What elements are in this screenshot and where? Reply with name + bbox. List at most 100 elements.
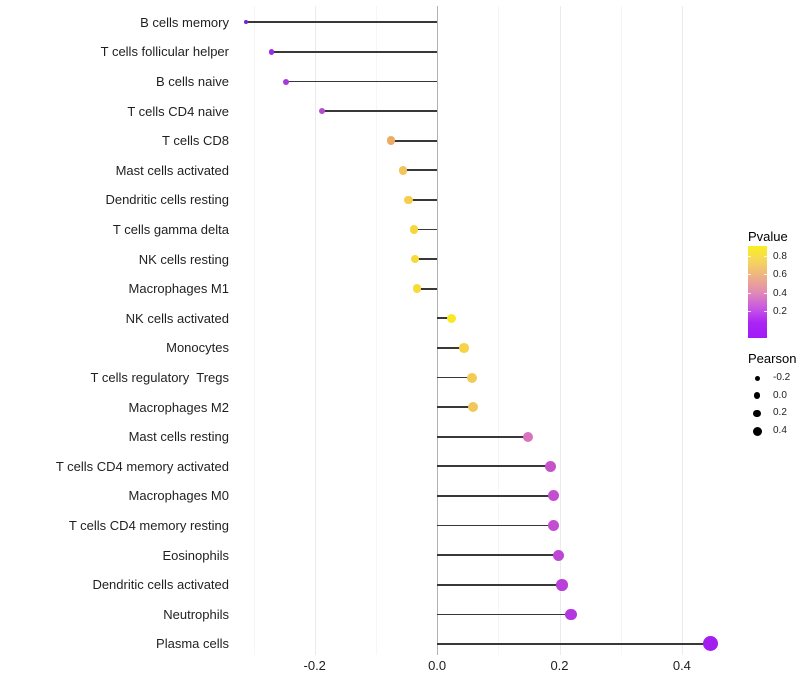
pvalue-tick-label: 0.2 bbox=[773, 305, 787, 317]
y-axis-label: T cells follicular helper bbox=[100, 44, 229, 60]
row-stem bbox=[391, 139, 438, 142]
row-dot bbox=[412, 284, 422, 293]
colorbar-tick-mark bbox=[748, 292, 751, 294]
colorbar-tick-mark bbox=[764, 274, 767, 276]
y-axis-label: NK cells resting bbox=[138, 251, 229, 267]
row-dot bbox=[409, 225, 419, 234]
y-axis-label: T cells CD8 bbox=[162, 133, 229, 149]
y-axis-label: Mast cells resting bbox=[128, 429, 229, 445]
gridline-minor bbox=[620, 6, 622, 655]
row-dot bbox=[548, 490, 560, 502]
row-stem bbox=[437, 554, 559, 556]
y-axis-label: T cells CD4 memory resting bbox=[68, 518, 229, 534]
y-axis-label: Neutrophils bbox=[163, 606, 229, 622]
row-dot bbox=[459, 343, 469, 353]
row-dot bbox=[702, 636, 718, 652]
row-dot bbox=[552, 549, 564, 561]
gridline-minor bbox=[375, 6, 377, 655]
plot-panel bbox=[237, 6, 718, 655]
colorbar-tick-mark bbox=[764, 310, 767, 312]
row-stem bbox=[437, 317, 452, 320]
row-stem bbox=[285, 80, 438, 83]
row-stem bbox=[437, 495, 554, 497]
row-dot bbox=[398, 166, 408, 175]
row-dot bbox=[468, 402, 479, 413]
x-tick-label: 0.2 bbox=[550, 658, 569, 673]
row-dot bbox=[447, 313, 457, 323]
row-dot bbox=[410, 254, 420, 264]
pearson-size-dot bbox=[752, 426, 762, 436]
y-axis-label: B cells memory bbox=[140, 14, 229, 30]
row-stem bbox=[437, 613, 572, 616]
row-dot bbox=[565, 608, 577, 621]
gridline-major bbox=[314, 6, 316, 655]
pvalue-tick-label: 0.6 bbox=[773, 269, 787, 281]
legend: Pvalue Pearson 0.8 0.6 0.4 0.2 -0.2 0.0 0.2 0.4 bbox=[700, 0, 800, 700]
pearson-size-dot bbox=[753, 392, 761, 399]
y-axis-label: Macrophages M2 bbox=[128, 399, 229, 415]
gridline-major bbox=[559, 6, 561, 655]
pvalue-tick-label: 0.8 bbox=[773, 251, 787, 262]
colorbar-tick-mark bbox=[748, 274, 751, 276]
y-axis-label: B cells naive bbox=[156, 74, 229, 89]
row-stem bbox=[437, 435, 529, 438]
pvalue-tick-label: 0.4 bbox=[773, 287, 787, 299]
row-dot bbox=[404, 195, 413, 205]
row-dot bbox=[318, 107, 326, 115]
row-stem bbox=[437, 583, 562, 586]
gridline-major bbox=[681, 6, 683, 655]
colorbar-tick-mark bbox=[764, 256, 767, 257]
y-axis-label: NK cells activated bbox=[125, 310, 229, 326]
x-tick-label: -0.2 bbox=[303, 658, 326, 673]
row-dot bbox=[282, 78, 289, 85]
y-axis-labels: B cells memory T cells follicular helper B… bbox=[0, 0, 229, 700]
pearson-size-label: 0.0 bbox=[773, 389, 787, 401]
pearson-size-label: 0.4 bbox=[773, 425, 787, 437]
y-axis-label: Macrophages M0 bbox=[128, 488, 229, 504]
pvalue-legend-title: Pvalue bbox=[748, 229, 788, 244]
y-axis-label: T cells gamma delta bbox=[112, 222, 229, 238]
y-axis-label: T cells regulatory Tregs bbox=[90, 370, 229, 386]
pearson-size-dot bbox=[753, 409, 761, 418]
row-stem bbox=[413, 228, 438, 231]
y-axis-label: Monocytes bbox=[166, 340, 229, 356]
pearson-size-label: -0.2 bbox=[773, 372, 791, 383]
row-dot bbox=[548, 520, 560, 532]
y-axis-label: T cells CD4 memory activated bbox=[55, 458, 229, 474]
colorbar-tick-mark bbox=[764, 292, 767, 294]
row-stem bbox=[408, 199, 438, 201]
row-stem bbox=[246, 21, 438, 24]
row-dot bbox=[545, 460, 557, 472]
row-dot bbox=[466, 372, 477, 383]
zero-reference-line bbox=[437, 6, 439, 655]
pvalue-colorbar bbox=[748, 246, 767, 338]
row-stem bbox=[322, 110, 438, 112]
row-dot bbox=[268, 49, 275, 55]
y-axis-label: T cells CD4 naive bbox=[127, 103, 229, 119]
pearson-size-dot bbox=[754, 375, 760, 381]
row-stem bbox=[415, 258, 438, 260]
y-axis-label: Macrophages M1 bbox=[128, 281, 229, 297]
y-axis-label: Mast cells activated bbox=[115, 162, 229, 178]
row-dot bbox=[556, 579, 568, 591]
row-stem bbox=[437, 406, 474, 408]
row-stem bbox=[437, 524, 554, 527]
pearson-size-label: 0.2 bbox=[773, 407, 787, 419]
colorbar-tick-mark bbox=[748, 310, 751, 312]
y-axis-label: Plasma cells bbox=[156, 636, 229, 652]
gridline-minor bbox=[253, 6, 255, 655]
gridline-minor bbox=[498, 6, 500, 655]
y-axis-label: Dendritic cells activated bbox=[92, 577, 229, 593]
row-stem bbox=[416, 287, 438, 290]
row-dot bbox=[244, 20, 249, 25]
row-stem bbox=[437, 643, 711, 645]
row-stem bbox=[437, 465, 551, 468]
x-tick-label: 0.4 bbox=[672, 658, 691, 673]
row-dot bbox=[523, 431, 534, 442]
row-stem bbox=[271, 51, 438, 53]
x-tick-label: 0.0 bbox=[428, 658, 447, 673]
row-stem bbox=[437, 376, 472, 379]
x-axis-ticks: -0.2 0.0 0.2 0.4 bbox=[0, 658, 800, 676]
y-axis-label: Eosinophils bbox=[162, 547, 230, 563]
